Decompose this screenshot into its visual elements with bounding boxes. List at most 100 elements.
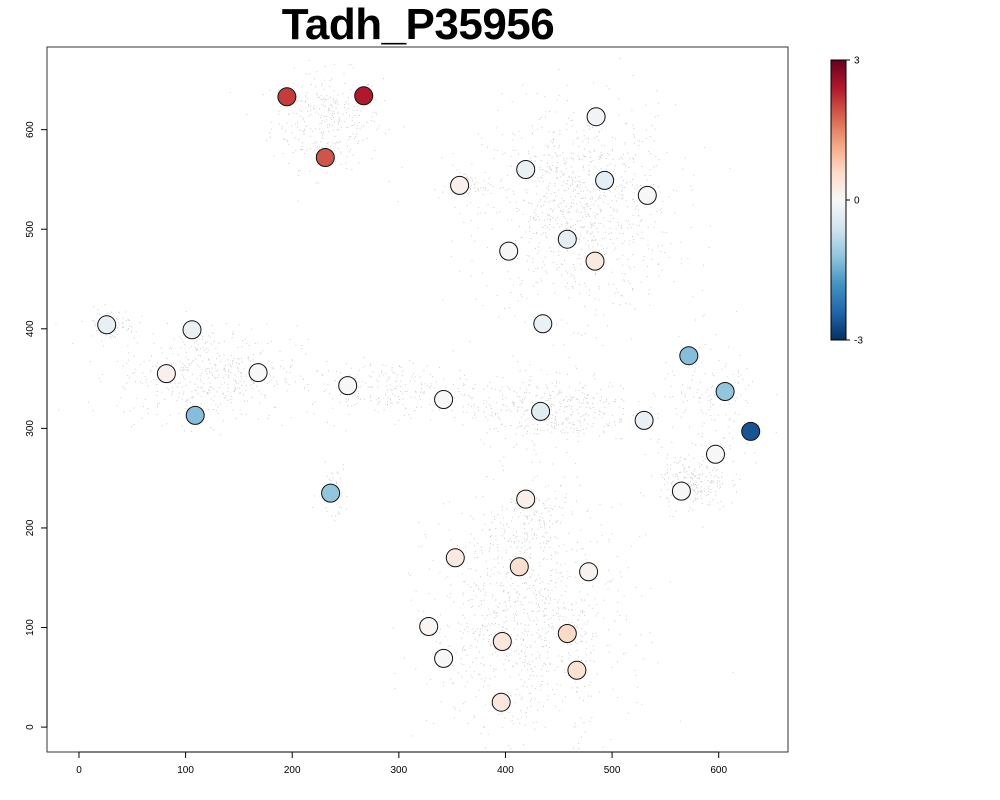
background-dot	[507, 541, 509, 542]
background-dot	[536, 233, 537, 235]
background-dot	[619, 421, 621, 423]
background-dot	[525, 391, 527, 393]
background-dot	[525, 369, 527, 371]
background-dot	[267, 343, 269, 344]
background-dot	[715, 475, 717, 476]
background-dot	[545, 614, 547, 616]
background-dot	[136, 342, 138, 344]
background-dot	[604, 237, 606, 239]
background-dot	[531, 602, 533, 604]
background-dot	[418, 546, 420, 548]
background-dot	[483, 599, 485, 601]
background-dot	[391, 402, 393, 404]
y-tick-label: 400	[25, 320, 36, 337]
background-dot	[635, 154, 637, 156]
background-dot	[238, 392, 240, 394]
background-dot	[307, 338, 309, 340]
background-dot	[535, 617, 537, 619]
background-dot	[502, 470, 504, 471]
background-dot	[563, 200, 565, 202]
background-dot	[474, 412, 476, 414]
background-dot	[487, 572, 488, 574]
background-dot	[710, 492, 712, 494]
background-dot	[555, 417, 557, 419]
background-dot	[376, 129, 378, 131]
background-dot	[611, 150, 613, 152]
background-dot	[629, 303, 631, 305]
background-dot	[109, 336, 111, 337]
background-dot	[156, 378, 158, 380]
background-dot	[546, 631, 548, 633]
background-dot	[591, 607, 593, 609]
background-dot	[691, 484, 692, 486]
background-dot	[537, 428, 539, 430]
background-dot	[237, 368, 239, 369]
background-dot	[520, 679, 522, 681]
background-dot	[525, 516, 527, 518]
background-dot	[659, 191, 661, 193]
background-dot	[638, 224, 640, 226]
background-dot	[555, 415, 556, 417]
background-dot	[463, 645, 465, 647]
background-dot	[539, 516, 541, 518]
background-dot	[218, 355, 220, 357]
background-dot	[99, 380, 101, 382]
background-dot	[346, 145, 348, 147]
background-dot	[555, 152, 557, 154]
background-dot	[591, 695, 592, 697]
background-dot	[490, 192, 492, 194]
background-dot	[559, 401, 561, 403]
background-dot	[523, 552, 525, 554]
background-dot	[127, 319, 129, 321]
background-dot	[567, 180, 569, 182]
background-dot	[298, 100, 300, 102]
background-dot	[494, 566, 496, 568]
data-point	[509, 557, 529, 577]
background-dot	[508, 527, 510, 528]
background-dot	[675, 408, 677, 410]
background-dot	[560, 263, 562, 265]
background-dot	[536, 232, 538, 234]
background-dot	[460, 623, 462, 625]
background-dot	[284, 379, 286, 381]
background-dot	[692, 473, 694, 475]
background-dot	[647, 265, 648, 267]
background-dot	[337, 471, 339, 473]
background-dot	[486, 401, 488, 403]
background-dot	[523, 398, 525, 400]
background-dot	[571, 604, 573, 606]
background-dot	[706, 465, 708, 467]
background-dot	[587, 423, 589, 425]
background-dot	[308, 104, 310, 106]
background-dot	[454, 397, 455, 399]
background-dot	[642, 140, 643, 142]
background-dot	[81, 320, 83, 322]
background-dot	[620, 576, 622, 578]
background-dot	[385, 372, 387, 374]
background-dot	[517, 406, 519, 408]
background-dot	[118, 311, 120, 313]
background-dot	[559, 684, 561, 686]
background-dot	[623, 154, 625, 156]
background-dot	[680, 391, 682, 393]
background-dot	[613, 249, 615, 251]
background-dot	[225, 373, 227, 375]
background-dot	[618, 114, 620, 116]
background-dot	[582, 182, 584, 184]
background-dot	[582, 414, 584, 416]
background-dot	[585, 632, 587, 634]
background-dot	[340, 495, 342, 497]
background-dot	[565, 223, 567, 225]
background-dot	[537, 611, 538, 612]
background-dot	[579, 484, 581, 486]
background-dot	[698, 473, 700, 475]
background-dot	[545, 172, 547, 174]
background-dot	[292, 83, 294, 85]
background-dot	[543, 536, 545, 538]
background-dot	[603, 268, 605, 270]
background-dot	[516, 536, 518, 537]
background-dot	[463, 664, 465, 665]
background-dot	[371, 158, 373, 160]
background-dot	[203, 349, 205, 351]
background-dot	[608, 88, 610, 90]
